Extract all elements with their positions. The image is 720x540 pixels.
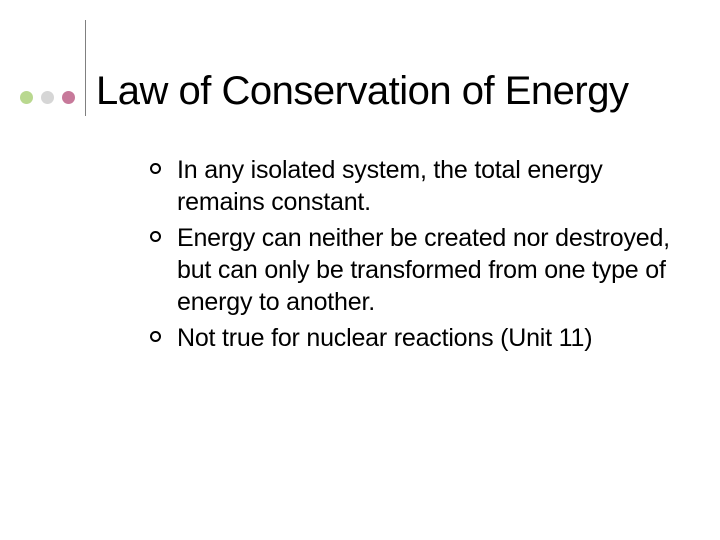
bullet-circle-icon: [150, 163, 161, 174]
accent-dot-1: [20, 91, 33, 104]
bullet-text: Not true for nuclear reactions (Unit 11): [177, 322, 592, 354]
slide-title: Law of Conservation of Energy: [96, 68, 628, 116]
bullet-item: Energy can neither be created nor destro…: [150, 222, 670, 318]
bullet-circle-icon: [150, 231, 161, 242]
accent-dot-3: [62, 91, 75, 104]
bullet-item: Not true for nuclear reactions (Unit 11): [150, 322, 670, 354]
header: Law of Conservation of Energy: [20, 20, 690, 116]
accent-dots: [20, 91, 81, 116]
slide-body: In any isolated system, the total energy…: [150, 154, 670, 358]
bullet-item: In any isolated system, the total energy…: [150, 154, 670, 218]
bullet-text: In any isolated system, the total energy…: [177, 154, 670, 218]
accent-dot-2: [41, 91, 54, 104]
bullet-circle-icon: [150, 331, 161, 342]
vertical-divider: [85, 20, 86, 116]
bullet-text: Energy can neither be created nor destro…: [177, 222, 670, 318]
